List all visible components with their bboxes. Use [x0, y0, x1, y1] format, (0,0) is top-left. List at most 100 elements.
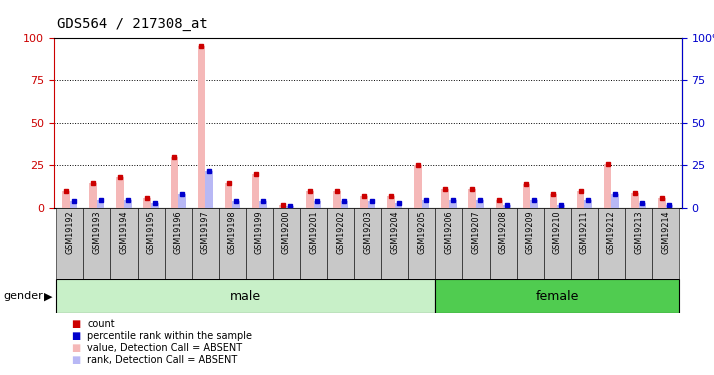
Bar — [449, 200, 456, 208]
Text: GSM19192: GSM19192 — [65, 210, 74, 254]
Text: female: female — [536, 290, 579, 303]
Bar — [558, 205, 565, 208]
Bar — [354, 208, 381, 279]
Bar — [584, 200, 592, 208]
Text: GSM19196: GSM19196 — [174, 210, 183, 254]
Bar — [341, 201, 348, 208]
Bar — [544, 208, 570, 279]
Bar — [441, 189, 449, 208]
Text: ■: ■ — [71, 356, 81, 365]
Text: GSM19198: GSM19198 — [228, 210, 237, 254]
Text: ■: ■ — [71, 320, 81, 329]
Bar — [550, 195, 558, 208]
Bar — [97, 200, 104, 208]
Text: GSM19194: GSM19194 — [119, 210, 129, 254]
Bar — [436, 208, 463, 279]
Text: GDS564 / 217308_at: GDS564 / 217308_at — [57, 17, 208, 31]
Text: GSM19210: GSM19210 — [553, 210, 562, 254]
Bar — [611, 195, 619, 208]
Bar — [496, 200, 503, 208]
Bar — [665, 205, 673, 208]
Bar — [360, 196, 368, 208]
Bar — [625, 208, 652, 279]
Bar — [531, 200, 538, 208]
Text: gender: gender — [4, 291, 44, 301]
Bar — [658, 198, 665, 208]
Bar — [652, 208, 679, 279]
Bar — [56, 208, 84, 279]
Text: GSM19201: GSM19201 — [309, 210, 318, 254]
Bar — [577, 191, 584, 208]
Bar — [198, 46, 205, 208]
Bar — [144, 198, 151, 208]
Bar — [422, 200, 429, 208]
Bar — [333, 191, 341, 208]
Bar — [111, 208, 138, 279]
Text: GSM19209: GSM19209 — [526, 210, 535, 254]
Text: GSM19207: GSM19207 — [471, 210, 481, 254]
Bar — [368, 201, 376, 208]
Bar — [300, 208, 327, 279]
Bar — [381, 208, 408, 279]
Bar — [84, 208, 111, 279]
Text: GSM19203: GSM19203 — [363, 210, 372, 254]
Bar — [523, 184, 531, 208]
Bar — [414, 165, 422, 208]
Text: GSM19202: GSM19202 — [336, 210, 345, 254]
Bar — [476, 200, 483, 208]
Bar — [604, 164, 611, 208]
Bar — [116, 177, 124, 208]
Bar — [165, 208, 191, 279]
Text: GSM19199: GSM19199 — [255, 210, 264, 254]
Bar — [62, 191, 70, 208]
Bar — [598, 208, 625, 279]
Text: GSM19204: GSM19204 — [391, 210, 399, 254]
Text: percentile rank within the sample: percentile rank within the sample — [87, 332, 252, 341]
Text: ■: ■ — [71, 332, 81, 341]
Bar — [56, 279, 436, 313]
Bar — [279, 205, 286, 208]
Text: GSM19206: GSM19206 — [444, 210, 453, 254]
Bar — [490, 208, 517, 279]
Bar — [124, 200, 131, 208]
Bar — [178, 195, 186, 208]
Bar — [313, 201, 321, 208]
Bar — [273, 208, 300, 279]
Text: GSM19212: GSM19212 — [607, 210, 616, 254]
Bar — [286, 206, 294, 208]
Bar — [138, 208, 165, 279]
Text: GSM19197: GSM19197 — [201, 210, 210, 254]
Bar — [408, 208, 436, 279]
Bar — [252, 174, 259, 208]
Bar — [89, 183, 97, 208]
Text: GSM19211: GSM19211 — [580, 210, 589, 254]
Text: GSM19195: GSM19195 — [146, 210, 156, 254]
Text: GSM19213: GSM19213 — [634, 210, 643, 254]
Text: count: count — [87, 320, 115, 329]
Bar — [70, 201, 77, 208]
Bar — [463, 208, 490, 279]
Bar — [395, 203, 403, 208]
Text: male: male — [231, 290, 261, 303]
Bar — [436, 279, 679, 313]
Bar — [631, 193, 638, 208]
Bar — [570, 208, 598, 279]
Bar — [151, 203, 159, 208]
Bar — [191, 208, 218, 279]
Bar — [218, 208, 246, 279]
Text: value, Detection Call = ABSENT: value, Detection Call = ABSENT — [87, 344, 242, 353]
Bar — [327, 208, 354, 279]
Bar — [205, 171, 213, 208]
Bar — [387, 196, 395, 208]
Bar — [232, 201, 240, 208]
Text: GSM19200: GSM19200 — [282, 210, 291, 254]
Bar — [259, 201, 267, 208]
Text: GSM19208: GSM19208 — [498, 210, 508, 254]
Text: rank, Detection Call = ABSENT: rank, Detection Call = ABSENT — [87, 356, 237, 365]
Text: ■: ■ — [71, 344, 81, 353]
Bar — [517, 208, 544, 279]
Bar — [468, 189, 476, 208]
Text: ▶: ▶ — [44, 291, 53, 301]
Bar — [171, 157, 178, 208]
Text: GSM19193: GSM19193 — [92, 210, 101, 254]
